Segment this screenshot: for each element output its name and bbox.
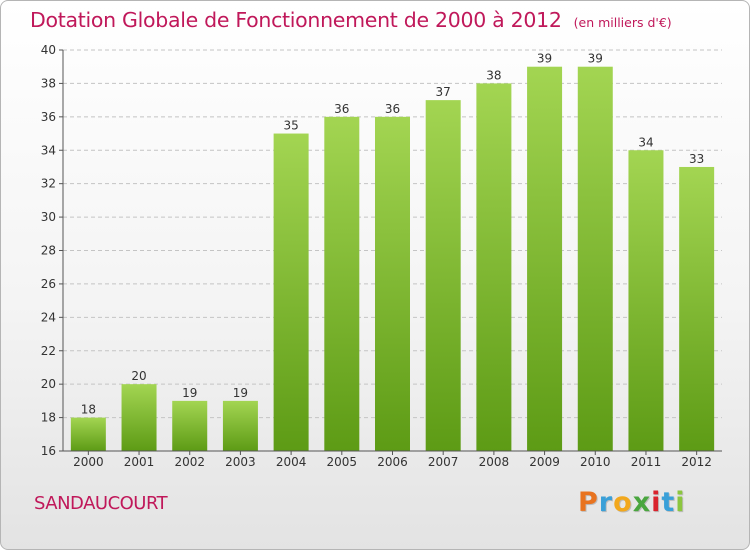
bar-2012 [679, 166, 715, 452]
value-label-2010: 39 [588, 52, 603, 66]
y-tick-label: 32 [41, 177, 56, 191]
x-tick-label-2003: 2003 [225, 455, 256, 469]
value-label-2012: 33 [689, 152, 704, 166]
bar-2008 [476, 83, 512, 452]
value-label-2008: 38 [486, 68, 501, 82]
value-label-2000: 18 [81, 403, 96, 417]
value-label-2002: 19 [182, 386, 197, 400]
y-tick-label: 26 [41, 277, 56, 291]
y-tick-label: 24 [41, 310, 56, 324]
bar-2005 [324, 116, 360, 451]
y-tick-label: 28 [41, 244, 56, 258]
bar-2010 [577, 66, 613, 451]
logo-letter: i [651, 487, 662, 518]
bar-2006 [375, 116, 410, 451]
proxiti-logo: Proxiti [578, 487, 686, 518]
x-tick-label-2005: 2005 [327, 455, 358, 469]
y-tick-label: 16 [41, 444, 56, 458]
bar-2004 [273, 133, 309, 451]
labels: 18 20 19 19 35 36 36 37 38 39 39 34 33 [81, 52, 705, 417]
x-tick-label-2012: 2012 [681, 455, 712, 469]
value-label-2006: 36 [385, 102, 400, 116]
x-tick-label-2002: 2002 [174, 455, 205, 469]
x-tick-label-2010: 2010 [580, 455, 611, 469]
bars [70, 66, 715, 452]
value-label-2009: 39 [537, 52, 552, 66]
logo-letter: x [632, 487, 652, 518]
x-tick-label-2011: 2011 [631, 455, 662, 469]
logo-letter: o [613, 487, 633, 518]
y-tick-label: 22 [41, 344, 56, 358]
chart-title: Dotation Globale de Fonctionnement de 20… [30, 8, 562, 32]
y-tick-label: 30 [41, 210, 56, 224]
x-tick-label-2008: 2008 [479, 455, 510, 469]
y-tick-label: 34 [41, 143, 56, 157]
x-tick-label-2001: 2001 [124, 455, 155, 469]
value-label-2004: 35 [283, 119, 298, 133]
x-tick-label-2009: 2009 [529, 455, 560, 469]
value-label-2005: 36 [334, 102, 349, 116]
y-tick-label: 40 [41, 43, 56, 57]
y-tick-label: 38 [41, 76, 56, 90]
x-tick-label-2000: 2000 [73, 455, 104, 469]
bar-2001 [121, 384, 157, 451]
bar-2003 [222, 400, 258, 451]
bar-2009 [527, 66, 563, 451]
logo-letter: r [598, 487, 614, 518]
value-label-2007: 37 [436, 85, 451, 99]
x-tick-label-2004: 2004 [276, 455, 307, 469]
logo-letter: i [675, 487, 686, 518]
x-tick-label-2006: 2006 [377, 455, 408, 469]
axes: 16 18 20 22 24 26 28 30 32 34 36 38 40 2000 2001 2002 20… [41, 43, 722, 469]
y-tick-label: 36 [41, 110, 56, 124]
y-tick-label: 20 [41, 377, 56, 391]
chart-title-block: Dotation Globale de Fonctionnement de 20… [30, 8, 672, 32]
value-label-2011: 34 [638, 135, 653, 149]
bar-2011 [628, 150, 664, 451]
value-label-2001: 20 [131, 369, 146, 383]
logo-letter: P [578, 487, 599, 518]
commune-name: SANDAUCOURT [34, 493, 168, 514]
x-tick-label-2007: 2007 [428, 455, 459, 469]
logo-letter: t [661, 487, 676, 518]
bar-2007 [425, 100, 461, 451]
bar-2002 [172, 400, 208, 451]
value-label-2003: 19 [233, 386, 248, 400]
bar-2000 [70, 417, 106, 451]
chart-subtitle: (en milliers d'€) [573, 15, 672, 30]
y-tick-label: 18 [41, 411, 56, 425]
